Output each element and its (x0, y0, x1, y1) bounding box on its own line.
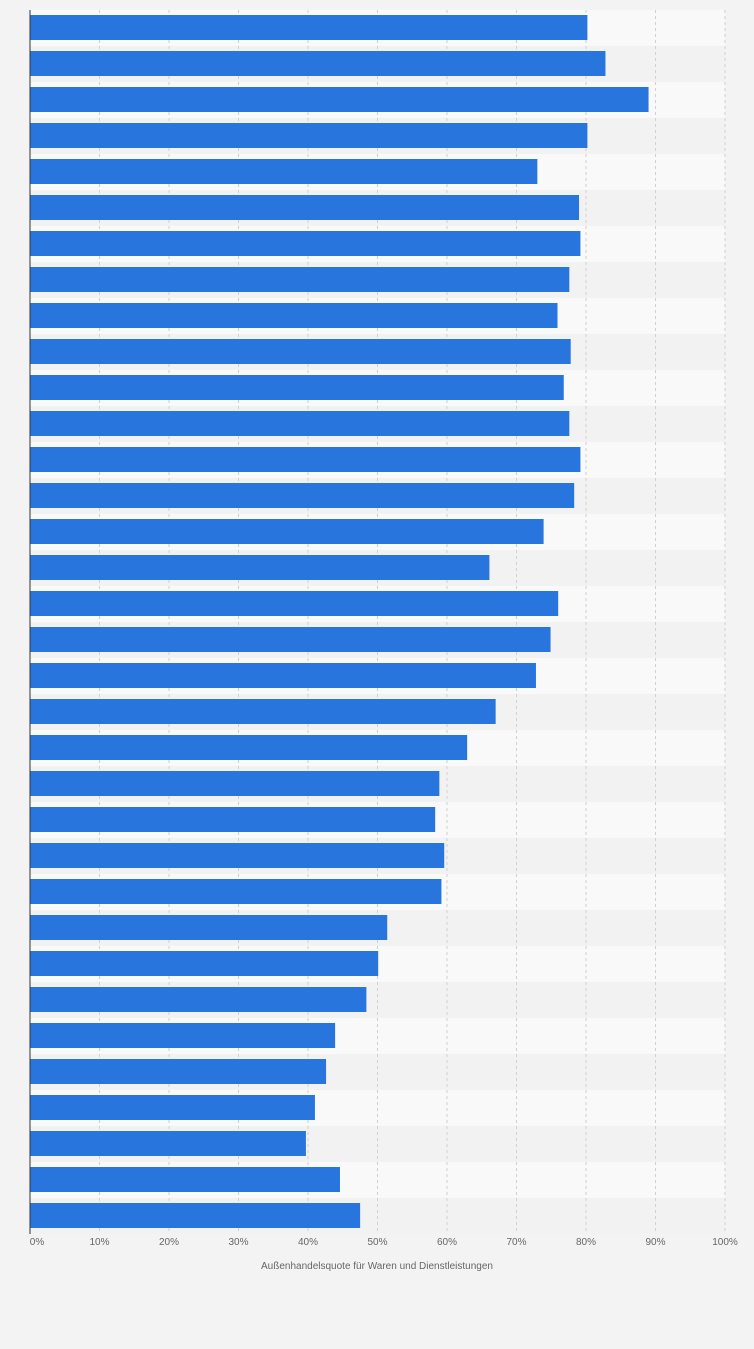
x-axis-ticks: 0% 10% 20% 30% 40% 50% 60% 70% 80% 90% 100% (30, 1237, 738, 1248)
bar[interactable] (30, 1131, 306, 1156)
x-tick-label: 50% (367, 1237, 387, 1248)
bar[interactable] (30, 339, 571, 364)
x-tick-label: 30% (228, 1237, 248, 1248)
bar[interactable] (30, 1167, 340, 1192)
bar[interactable] (30, 951, 379, 976)
x-tick-label: 0% (30, 1237, 45, 1248)
x-tick-label: 40% (298, 1237, 318, 1248)
bar[interactable] (30, 447, 581, 472)
x-tick-label: 10% (89, 1237, 109, 1248)
bar[interactable] (30, 303, 558, 328)
bar[interactable] (30, 879, 442, 904)
x-tick-label: 70% (506, 1237, 526, 1248)
bar[interactable] (30, 1203, 361, 1228)
bars (30, 15, 649, 1228)
bar[interactable] (30, 231, 581, 256)
bar[interactable] (30, 771, 440, 796)
bar[interactable] (30, 159, 538, 184)
bar[interactable] (30, 1095, 315, 1120)
bar[interactable] (30, 843, 445, 868)
bar[interactable] (30, 699, 496, 724)
bar[interactable] (30, 591, 559, 616)
bar[interactable] (30, 375, 564, 400)
bar[interactable] (30, 915, 388, 940)
x-tick-label: 90% (645, 1237, 665, 1248)
bar[interactable] (30, 1059, 327, 1084)
bar[interactable] (30, 15, 588, 40)
bar[interactable] (30, 87, 649, 112)
x-tick-label: 20% (159, 1237, 179, 1248)
bar[interactable] (30, 519, 544, 544)
x-tick-label: 60% (437, 1237, 457, 1248)
bar[interactable] (30, 123, 588, 148)
bar[interactable] (30, 627, 551, 652)
bar[interactable] (30, 1023, 336, 1048)
bar[interactable] (30, 807, 436, 832)
bar[interactable] (30, 195, 580, 220)
bar[interactable] (30, 987, 367, 1012)
bar[interactable] (30, 411, 570, 436)
bar[interactable] (30, 735, 468, 760)
x-axis-title: Außenhandelsquote für Waren und Dienstle… (261, 1261, 493, 1272)
x-tick-label: 100% (712, 1237, 738, 1248)
bar[interactable] (30, 663, 536, 688)
bar[interactable] (30, 51, 606, 76)
bar[interactable] (30, 555, 490, 580)
bar[interactable] (30, 267, 570, 292)
x-tick-label: 80% (576, 1237, 596, 1248)
bar[interactable] (30, 483, 575, 508)
